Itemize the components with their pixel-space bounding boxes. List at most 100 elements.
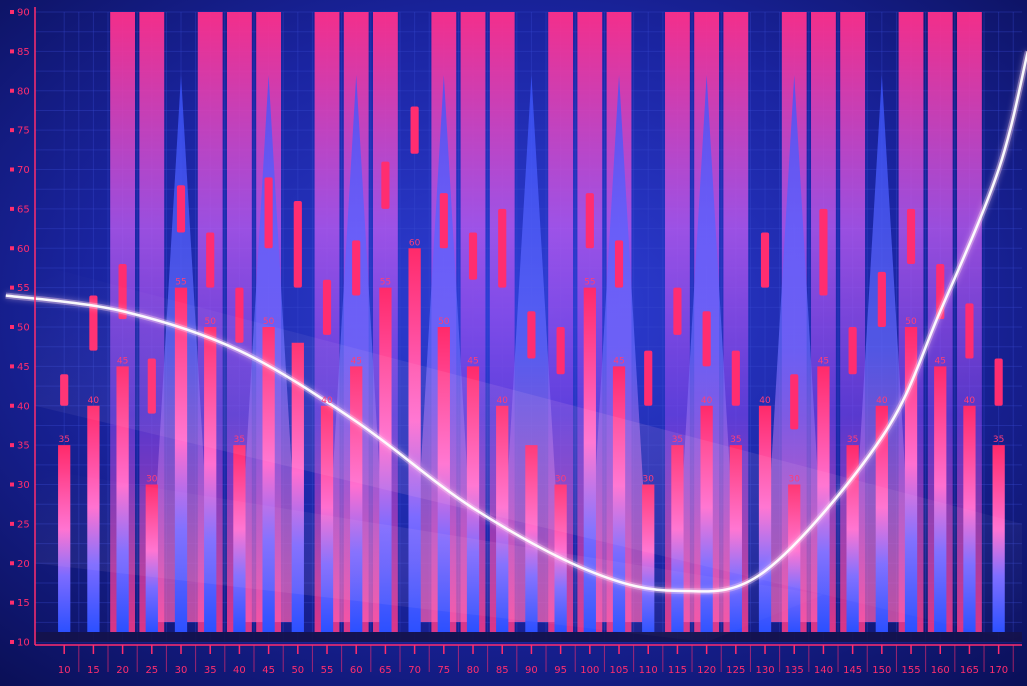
- y-tick-label: 15: [17, 598, 30, 609]
- x-tick-label: 25: [145, 665, 158, 676]
- bar-value-label: 50: [263, 317, 275, 327]
- x-tick-label: 60: [350, 665, 363, 676]
- bar-base: [35, 632, 1022, 642]
- y-tick-label: 10: [17, 638, 30, 649]
- trend-curve: [5, 50, 1027, 595]
- x-tick-label: 145: [843, 665, 862, 676]
- y-tick-mark: [10, 443, 14, 448]
- x-tick-label: 120: [697, 665, 716, 676]
- x-tick-label: 40: [233, 665, 246, 676]
- x-tick-label: 85: [496, 665, 509, 676]
- y-tick-mark: [10, 10, 14, 14]
- x-tick-label: 130: [755, 665, 774, 676]
- x-tick-label: 160: [931, 665, 950, 676]
- bar-value-label: 55: [584, 278, 595, 288]
- y-tick-mark: [10, 600, 14, 605]
- bar-value-label: 40: [496, 396, 508, 406]
- candle: [206, 232, 215, 288]
- y-tick-label: 60: [17, 244, 30, 255]
- candle: [877, 271, 886, 327]
- candle: [498, 208, 507, 288]
- bar-value-label: 35: [993, 435, 1004, 445]
- x-tick-label: 110: [639, 665, 658, 676]
- axes: 10 15 20 25 30 35 40 45 50 55 60 65 70 75 80 85 90 10 15 20…: [10, 7, 1022, 676]
- y-tick-mark: [10, 206, 14, 211]
- y-tick-label: 50: [17, 323, 30, 334]
- x-tick-label: 100: [580, 665, 599, 676]
- x-tick-label: 155: [901, 665, 920, 676]
- x-tick-label: 65: [379, 665, 392, 676]
- bar-value-label: 35: [58, 435, 69, 445]
- candle: [760, 232, 770, 288]
- x-tick-label: 140: [814, 665, 833, 676]
- bar-value-label: 45: [935, 356, 946, 366]
- x-tick-label: 170: [989, 665, 1008, 676]
- candle: [527, 311, 536, 359]
- candle: [322, 279, 332, 335]
- candle: [293, 201, 302, 288]
- x-tick-label: 125: [726, 665, 745, 676]
- bar-value-label: 30: [146, 475, 158, 485]
- candle: [439, 193, 448, 249]
- y-tick-mark: [10, 246, 14, 251]
- x-tick-label: 105: [609, 665, 628, 676]
- bar-value-label: 30: [555, 475, 567, 485]
- bar-value-label: 55: [380, 278, 391, 288]
- candle: [731, 350, 740, 406]
- x-tick-label: 15: [87, 665, 100, 676]
- y-tick-label: 65: [17, 204, 30, 215]
- y-tick-mark: [10, 640, 14, 644]
- y-tick-label: 70: [17, 165, 30, 176]
- x-tick-label: 135: [785, 665, 804, 676]
- candle: [702, 311, 711, 367]
- bar-value-label: 45: [117, 356, 128, 366]
- x-tick-label: 70: [408, 665, 421, 676]
- bar-value-label: 30: [642, 475, 654, 485]
- bar-value-label: 45: [818, 356, 829, 366]
- light-streak: [35, 264, 1022, 642]
- bar-value-label: 45: [467, 356, 478, 366]
- candle: [468, 232, 478, 280]
- candle: [410, 106, 419, 154]
- y-tick-label: 90: [17, 8, 30, 19]
- candle: [614, 240, 624, 288]
- x-tick-label: 50: [291, 665, 304, 676]
- bar-value-label: 50: [204, 317, 216, 327]
- y-tick-label: 25: [17, 519, 30, 530]
- x-tick-label: 45: [262, 665, 275, 676]
- x-tick-label: 75: [437, 665, 450, 676]
- bar-value-label: 40: [964, 396, 976, 406]
- bar-value-label: 40: [701, 396, 713, 406]
- y-tick-label: 80: [17, 86, 30, 97]
- bar-value-label: 50: [905, 317, 917, 327]
- candle: [264, 177, 273, 249]
- x-tick-label: 35: [204, 665, 217, 676]
- y-tick-label: 45: [17, 362, 30, 373]
- bar-value-label: 35: [847, 435, 858, 445]
- bar-value-label: 40: [321, 396, 333, 406]
- candle: [176, 185, 186, 233]
- candle: [965, 303, 974, 359]
- trend-curve-line: [5, 51, 1027, 593]
- candle: [644, 350, 653, 406]
- y-tick-mark: [10, 285, 14, 290]
- candle: [819, 208, 828, 296]
- bar-value-label: 40: [88, 396, 100, 406]
- x-tick-label: 165: [960, 665, 979, 676]
- y-tick-mark: [10, 482, 14, 487]
- candle: [994, 358, 1003, 406]
- candle: [790, 374, 799, 430]
- bar-value-label: 35: [672, 435, 683, 445]
- x-tick-label: 10: [58, 665, 71, 676]
- x-tick-label: 55: [321, 665, 334, 676]
- y-tick-label: 30: [17, 480, 30, 491]
- x-tick-label: 80: [467, 665, 480, 676]
- x-tick-label: 20: [116, 665, 129, 676]
- candle: [352, 240, 361, 296]
- y-tick-label: 35: [17, 441, 30, 452]
- bar-value-label: 60: [409, 238, 421, 248]
- y-tick-label: 20: [17, 559, 30, 570]
- y-tick-mark: [10, 88, 14, 93]
- bar-value-label: 45: [613, 356, 624, 366]
